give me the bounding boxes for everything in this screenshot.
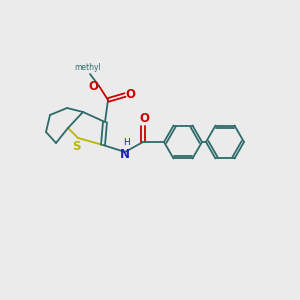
Text: H: H — [124, 138, 130, 147]
Text: O: O — [88, 80, 98, 92]
Text: O: O — [125, 88, 135, 101]
Text: methyl: methyl — [75, 62, 101, 71]
Text: N: N — [120, 148, 130, 160]
Text: S: S — [72, 140, 80, 152]
Text: O: O — [139, 112, 149, 125]
